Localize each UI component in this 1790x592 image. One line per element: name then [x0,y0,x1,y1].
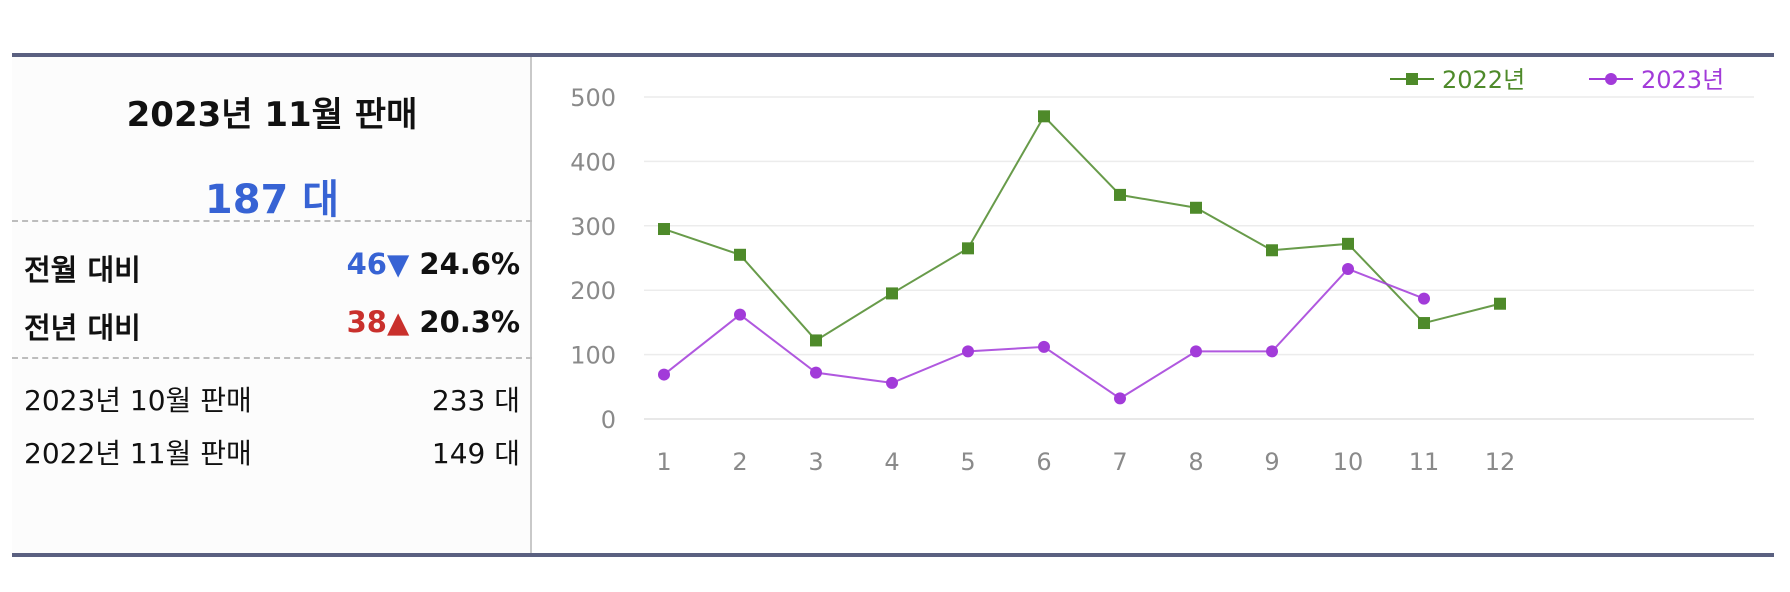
data-point [1114,188,1126,201]
data-point [658,368,670,381]
x-tick-label: 2 [732,448,747,476]
x-tick-label: 9 [1264,448,1279,476]
prev-year-row: 2022년 11월 판매 149 대 [24,432,520,472]
mom-value: 46▼ 24.6% [347,247,520,281]
divider [12,357,532,359]
sales-panel: 2023년 11월 판매 187 대 전월 대비 46▼ 24.6% 전년 대비… [12,53,1774,557]
x-tick-label: 4 [884,448,899,476]
prev-month-row: 2023년 10월 판매 233 대 [24,379,520,419]
yoy-row: 전년 대비 38▲ 20.3% [24,305,520,349]
prev-month-label: 2023년 10월 판매 [24,384,252,417]
data-point [810,334,822,347]
data-point [962,345,974,358]
data-point [1418,292,1430,305]
sales-summary: 2023년 11월 판매 187 대 전월 대비 46▼ 24.6% 전년 대비… [12,57,532,553]
x-tick-label: 1 [656,448,671,476]
y-tick-label: 400 [570,148,616,176]
mom-diff: 46 [346,247,387,281]
x-tick-label: 10 [1333,448,1364,476]
data-point [1190,345,1202,358]
x-tick-label: 5 [960,448,975,476]
y-tick-label: 200 [570,277,616,305]
prev-year-label: 2022년 11월 판매 [24,437,252,470]
yoy-diff: 38 [346,305,387,339]
data-point [886,376,898,389]
data-point [658,223,670,236]
mom-pct: 24.6% [419,247,520,281]
data-point [1038,110,1050,123]
data-point [1342,237,1354,250]
x-tick-label: 12 [1485,448,1516,476]
legend-label: 2023년 [1641,66,1724,94]
y-tick-label: 0 [601,406,616,434]
yoy-value: 38▲ 20.3% [347,305,520,339]
data-point [1114,392,1126,405]
x-tick-label: 6 [1036,448,1051,476]
legend-square-icon [1406,73,1418,85]
data-point [1342,262,1354,275]
legend-label: 2022년 [1442,66,1525,94]
x-tick-label: 7 [1112,448,1127,476]
series-line-2023년 [663,267,1425,400]
data-point [962,242,974,255]
data-point [1190,201,1202,214]
data-point [886,287,898,300]
x-tick-label: 3 [808,448,823,476]
data-point [1266,345,1278,358]
down-arrow-icon: ▼ [386,247,410,281]
summary-total: 187 대 [204,177,340,223]
x-tick-label: 8 [1188,448,1203,476]
summary-title: 2023년 11월 판매 [126,95,418,135]
yoy-label: 전년 대비 [24,311,141,345]
prev-year-value: 149 대 [431,437,520,470]
sales-line-chart: 0 100 200 300 400 500 1 2 3 4 5 6 7 8 9 10 11 12 2022년 2023… [534,57,1774,553]
legend-circle-icon [1605,73,1617,85]
data-point [734,308,746,321]
data-point [810,366,822,379]
data-point [1418,317,1430,330]
x-tick-label: 11 [1409,448,1440,476]
data-point [1266,244,1278,257]
data-point [1038,340,1050,353]
y-tick-label: 100 [570,342,616,370]
mom-row: 전월 대비 46▼ 24.6% [24,247,520,291]
yoy-pct: 20.3% [419,305,520,339]
y-tick-label: 500 [570,84,616,112]
up-arrow-icon: ▲ [386,305,410,339]
mom-label: 전월 대비 [24,253,141,287]
data-point [734,248,746,261]
divider [12,220,532,222]
prev-month-value: 233 대 [431,384,520,417]
y-tick-label: 300 [570,213,616,241]
data-point [1494,297,1506,310]
series-line-2022년 [663,114,1501,342]
